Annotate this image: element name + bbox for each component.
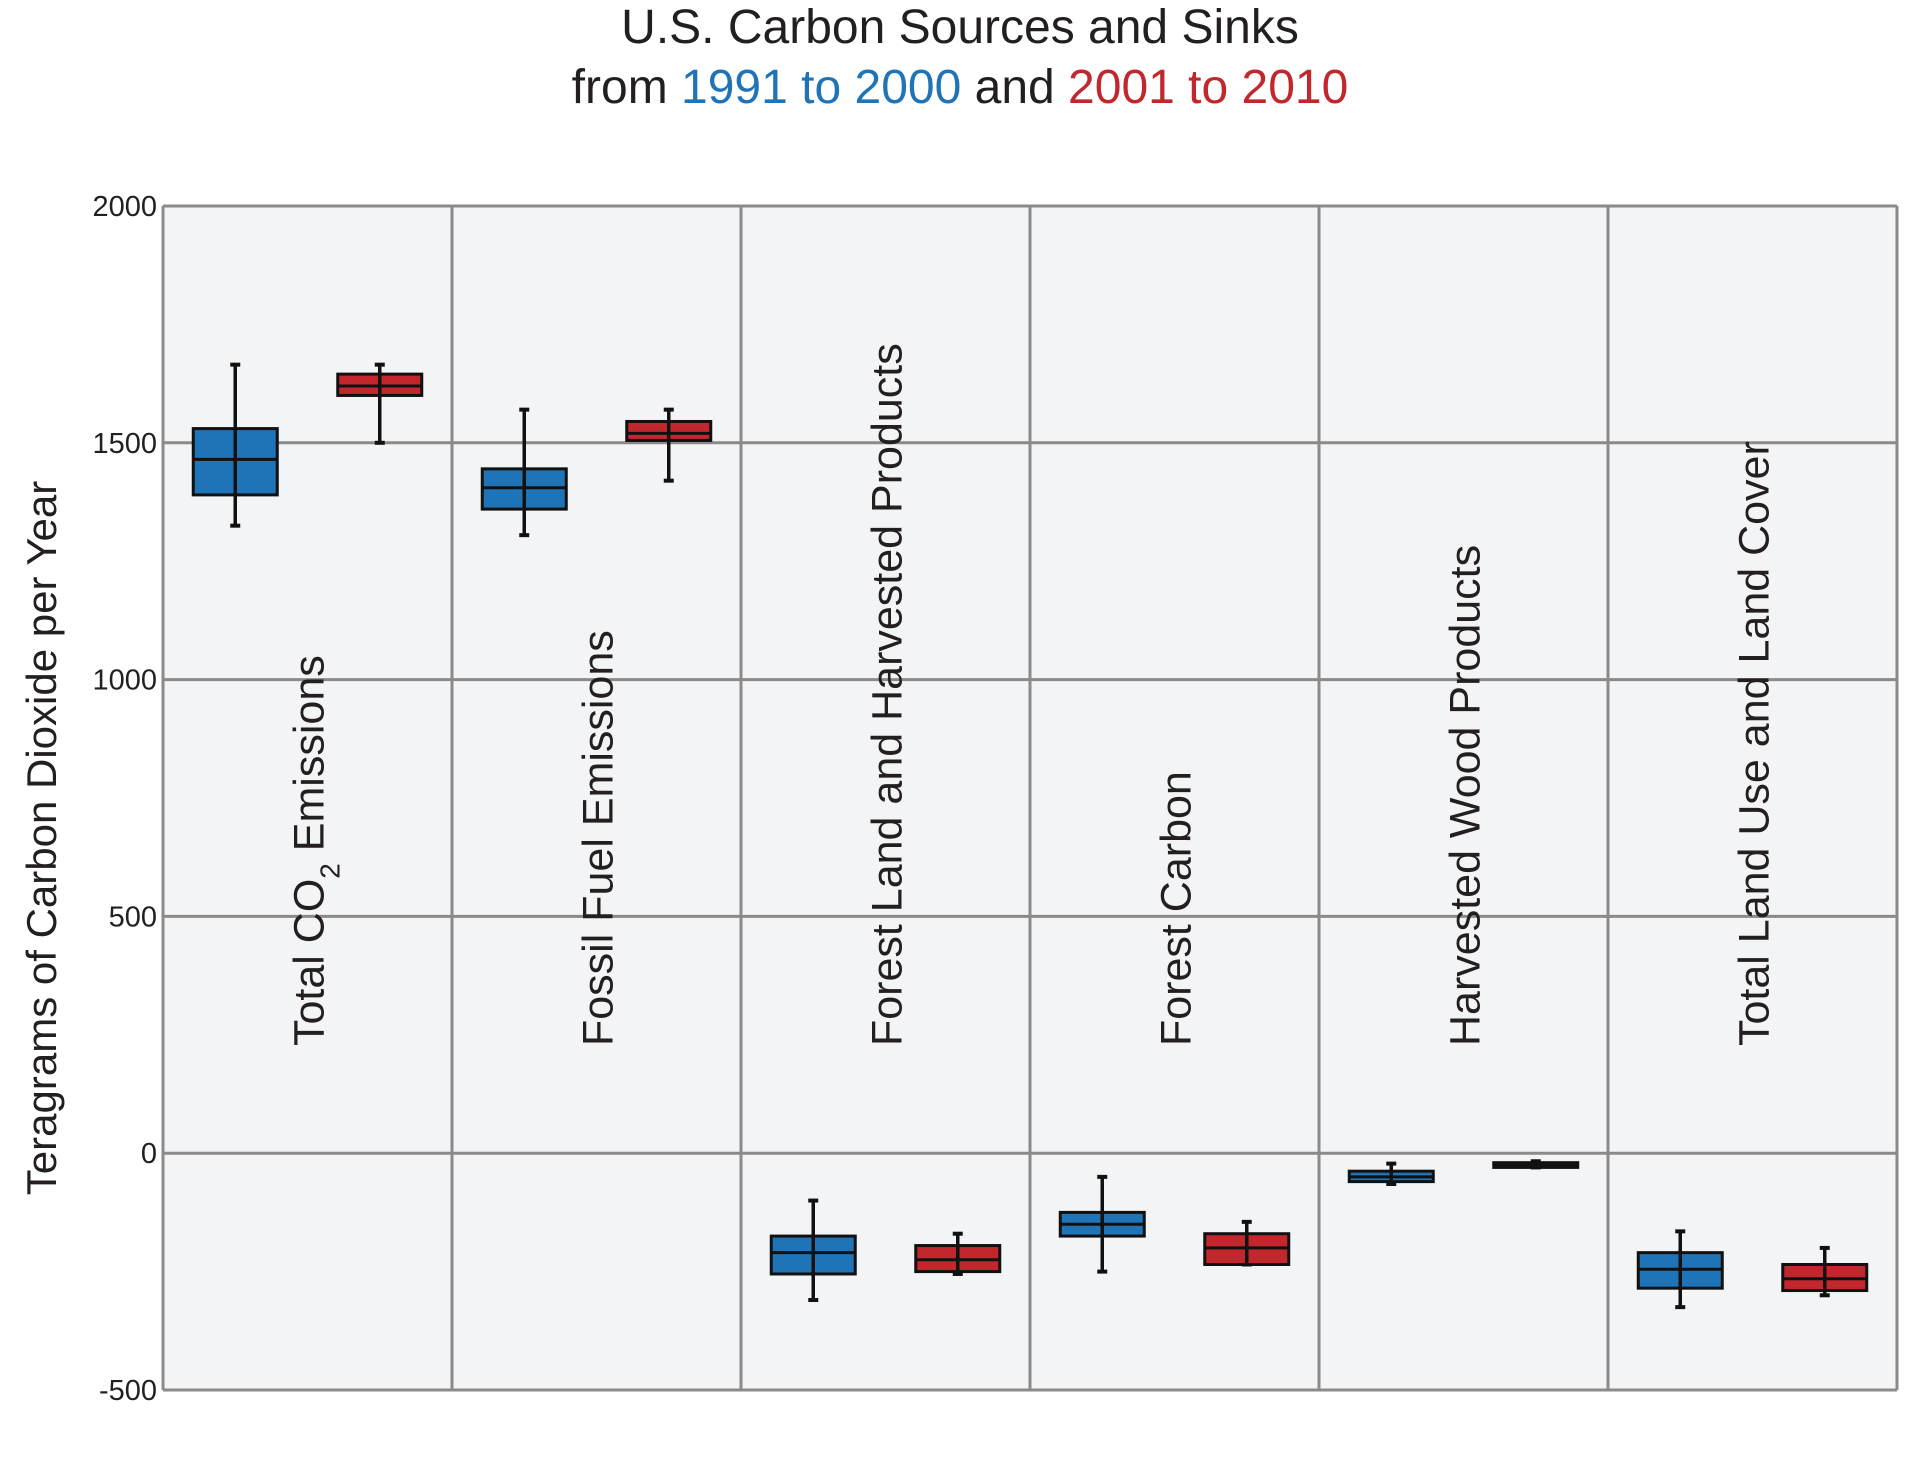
box-period-1: [1636, 1229, 1724, 1310]
y-tick-label: 2000: [92, 191, 157, 223]
title-line-1: U.S. Carbon Sources and Sinks: [621, 1, 1299, 54]
category-label: Total Land Use and Land Cover: [1731, 441, 1779, 1046]
title-period-1: 1991 to 2000: [681, 61, 962, 114]
category-label: Forest Land and Harvested Products: [864, 343, 912, 1046]
title-period-2: 2001 to 2010: [1068, 61, 1349, 114]
box-period-1: [1347, 1161, 1435, 1186]
y-tick-label: 500: [109, 901, 157, 933]
box-period-2: [1492, 1159, 1580, 1170]
box-period-2: [914, 1231, 1002, 1276]
box-period-1: [1058, 1174, 1146, 1274]
category-label: Harvested Wood Products: [1442, 545, 1490, 1046]
title-mid: and: [961, 61, 1069, 114]
box-period-1: [769, 1198, 857, 1303]
category-label: Forest Carbon: [1153, 771, 1201, 1046]
box-period-2: [336, 362, 424, 445]
box-period-1: [480, 407, 568, 538]
category-label: Total CO2 Emissions: [286, 655, 346, 1046]
category-label: Fossil Fuel Emissions: [575, 630, 623, 1046]
y-tick-label: 0: [141, 1138, 157, 1170]
title-prefix: from: [571, 61, 682, 114]
box-period-2: [625, 407, 713, 483]
y-tick-label: 1500: [92, 428, 157, 460]
box-period-2: [1203, 1219, 1291, 1267]
y-tick-label: -500: [99, 1375, 157, 1407]
box-period-1: [191, 362, 279, 528]
y-tick-label: 1000: [92, 665, 157, 697]
y-axis-label: Teragrams of Carbon Dioxide per Year: [18, 481, 65, 1195]
box-period-2: [1781, 1245, 1869, 1298]
